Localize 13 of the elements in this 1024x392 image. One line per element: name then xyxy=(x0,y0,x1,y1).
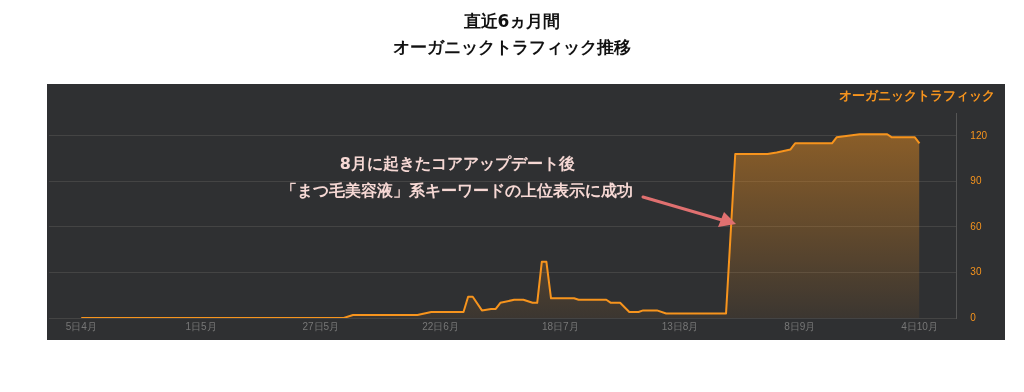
y-tick-label: 90 xyxy=(970,175,982,187)
annotation: 「まつ毛美容液」系キーワードの上位表示に成功 xyxy=(281,181,634,201)
annotation: 8月に起きたコアアップデート後 xyxy=(339,154,575,174)
y-tick-label: 30 xyxy=(970,266,982,278)
x-tick-label: 13日8月 xyxy=(661,320,699,332)
text: オーガニックトラフィック xyxy=(839,88,995,104)
y-tick-label: 60 xyxy=(970,220,982,232)
x-tick-label: 5日4月 xyxy=(65,320,97,332)
chart-subtitle: オーガニックトラフィック推移 xyxy=(392,36,632,59)
y-tick-label: 120 xyxy=(970,129,988,141)
y-tick-label: 0 xyxy=(970,311,977,323)
x-tick-label: 27日5月 xyxy=(302,320,340,332)
chart-title: 直近6ヵ月間 xyxy=(462,10,562,33)
